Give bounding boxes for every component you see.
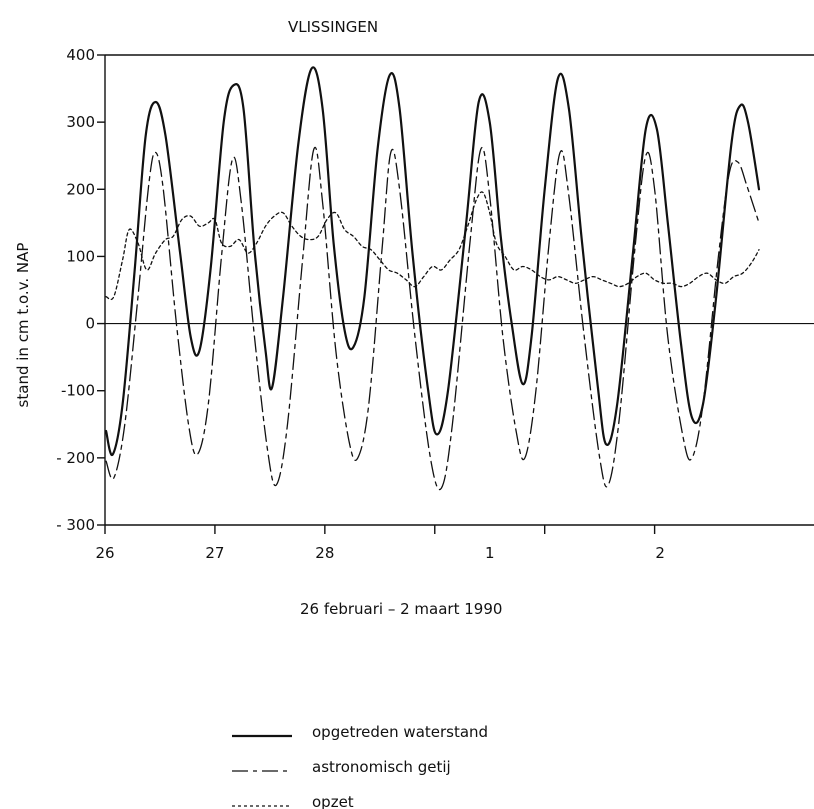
y-tick-label: -100 [61,382,95,400]
y-axis-ticks: 400 300 200 100 0 -100 - 200 - 300 [56,46,105,534]
y-tick-label: 100 [66,247,95,265]
y-tick-label: 0 [85,315,95,333]
y-tick-label: - 300 [56,516,95,534]
legend-label-3: opzet [312,793,354,809]
chart-title: VLISSINGEN [288,18,378,36]
series-layer [105,66,761,491]
legend: opgetreden waterstand astronomisch getij o… [232,723,488,809]
y-tick-label: 200 [66,180,95,198]
series-line-3 [105,191,760,301]
y-tick-label: 300 [66,113,95,131]
legend-label-1: opgetreden waterstand [312,723,488,741]
y-tick-label: - 200 [56,449,95,467]
series-line-2 [105,146,760,491]
series-line-1 [105,66,761,457]
x-tick-label: 27 [205,544,224,562]
x-tick-label: 26 [95,544,114,562]
y-axis-label: stand in cm t.o.v. NAP [14,243,32,408]
x-tick-label: 28 [315,544,334,562]
x-tick-label: 2 [655,544,665,562]
y-tick-label: 400 [66,46,95,64]
x-axis-ticks: 26 27 28 1 2 [95,525,665,562]
x-tick-label: 1 [485,544,495,562]
x-axis-label: 26 februari – 2 maart 1990 [300,600,502,618]
plot-frame [104,54,814,526]
legend-label-2: astronomisch getij [312,758,451,776]
